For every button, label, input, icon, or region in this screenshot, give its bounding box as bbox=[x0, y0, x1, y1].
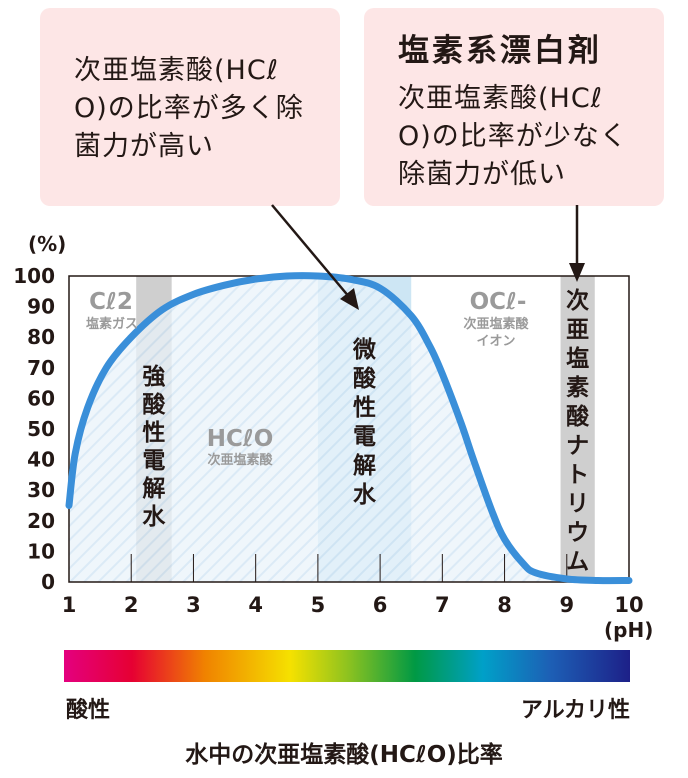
band-strong-acid-label-char-2: 性 bbox=[142, 420, 165, 446]
y-tick-label-0: 0 bbox=[41, 570, 55, 594]
band-sodium-hypochlorite-label-char-4: 酸 bbox=[566, 404, 590, 430]
band-sodium-hypochlorite-label-char-8: ウ bbox=[566, 520, 589, 546]
y-tick-label-100: 100 bbox=[13, 264, 55, 288]
acidic-label: 酸性 bbox=[66, 698, 111, 723]
band-sodium-hypochlorite-label-char-3: 素 bbox=[566, 374, 589, 401]
arrow-right-head bbox=[569, 263, 585, 282]
band-strong-acid-label-char-4: 解 bbox=[142, 475, 165, 502]
hclo-curve bbox=[65, 272, 633, 585]
ocl-sub-label-1: イオン bbox=[476, 334, 515, 349]
band-sodium-hypochlorite-label-char-9: ム bbox=[566, 549, 589, 575]
band-sodium-hypochlorite-label-char-0: 次 bbox=[566, 287, 589, 314]
ph-color-scale bbox=[64, 650, 630, 682]
band-strong-acid-label-char-3: 電 bbox=[142, 448, 165, 474]
x-tick-label-10: 10 bbox=[614, 593, 643, 617]
band-weak-acid-label-char-4: 解 bbox=[353, 452, 376, 479]
band-weak-acid-label-char-0: 微 bbox=[352, 336, 376, 363]
band-strong-acid-label-char-1: 酸 bbox=[142, 392, 166, 418]
band-weak-acid-label-char-2: 性 bbox=[353, 395, 376, 421]
y-tick-label-30: 30 bbox=[27, 478, 55, 502]
y-tick-label-80: 80 bbox=[27, 325, 55, 349]
cl2-label: Cℓ2 bbox=[89, 289, 133, 315]
band-strong-acid-label-char-5: 水 bbox=[142, 504, 166, 530]
arrow-left-head bbox=[340, 288, 359, 310]
cl2-sub-label: 塩素ガス bbox=[86, 316, 138, 332]
x-tick-label-5: 5 bbox=[311, 593, 326, 617]
y-tick-label-70: 70 bbox=[27, 356, 55, 380]
hclo-sub-label: 次亜塩素酸 bbox=[207, 452, 273, 468]
callout-bleach: 塩素系漂白剤 次亜塩素酸(HCℓ O)の比率が少なく 除菌力が低い bbox=[364, 8, 664, 206]
x-tick-label-7: 7 bbox=[435, 593, 450, 617]
y-tick-label-40: 40 bbox=[27, 448, 55, 472]
arrow-left-line bbox=[271, 204, 351, 299]
band-3 bbox=[560, 276, 595, 582]
y-tick-label-20: 20 bbox=[27, 509, 55, 533]
callout-right-text: 次亜塩素酸(HCℓ O)の比率が少なく 除菌力が低い bbox=[398, 83, 628, 190]
hclo-label: HCℓO bbox=[207, 426, 274, 452]
band-sodium-hypochlorite-label-char-1: 亜 bbox=[566, 317, 589, 343]
y-axis-unit: (%) bbox=[28, 232, 67, 256]
x-tick-label-9: 9 bbox=[559, 593, 574, 617]
callout-left-text: 次亜塩素酸(HCℓ O)の比率が多く除 菌力が高い bbox=[74, 55, 304, 162]
x-tick-label-3: 3 bbox=[186, 593, 201, 617]
callout-right-title: 塩素系漂白剤 bbox=[398, 33, 602, 69]
x-tick-label-2: 2 bbox=[124, 593, 139, 617]
callout-high-hclo: 次亜塩素酸(HCℓ O)の比率が多く除 菌力が高い bbox=[40, 8, 340, 206]
ocl-sub-label-0: 次亜塩素酸 bbox=[463, 316, 529, 332]
x-axis-unit: (pH) bbox=[604, 618, 654, 642]
y-tick-label-50: 50 bbox=[27, 417, 55, 441]
x-tick-label-4: 4 bbox=[248, 593, 263, 617]
band-weak-acid-label-char-1: 酸 bbox=[353, 366, 377, 392]
y-tick-label-10: 10 bbox=[27, 539, 55, 563]
alkaline-label: アルカリ性 bbox=[520, 698, 630, 723]
band-sodium-hypochlorite-label-char-6: ト bbox=[566, 462, 589, 488]
band-sodium-hypochlorite-label-char-5: ナ bbox=[566, 433, 589, 459]
x-tick-label-8: 8 bbox=[497, 593, 512, 617]
band-weak-acid-label-char-3: 電 bbox=[353, 424, 376, 450]
band-strong-acid-label-char-0: 強 bbox=[142, 364, 165, 390]
chart-title: 水中の次亜塩素酸(HCℓO)比率 bbox=[185, 742, 503, 768]
y-tick-label-60: 60 bbox=[27, 386, 55, 410]
ocl-label: OCℓ- bbox=[470, 289, 527, 315]
band-sodium-hypochlorite-label-char-7: リ bbox=[566, 491, 589, 517]
x-tick-label-1: 1 bbox=[62, 593, 77, 617]
y-tick-label-90: 90 bbox=[27, 295, 55, 319]
band-sodium-hypochlorite-label-char-2: 塩 bbox=[566, 345, 589, 372]
band-weak-acid-label-char-5: 水 bbox=[353, 482, 377, 508]
x-tick-label-6: 6 bbox=[373, 593, 388, 617]
